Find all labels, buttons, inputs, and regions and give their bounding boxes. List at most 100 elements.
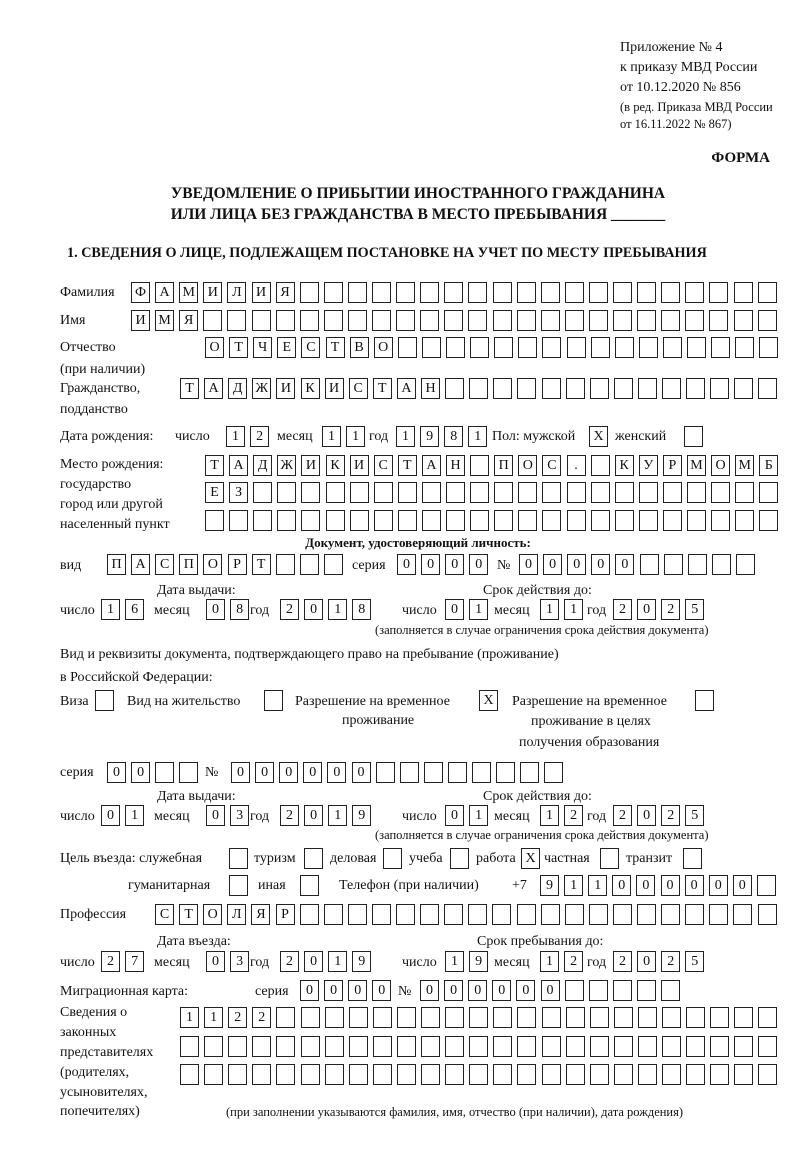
reps-2-cell[interactable]: [541, 1036, 561, 1057]
birthplace-1-cell[interactable]: У: [638, 455, 658, 476]
surname-cell[interactable]: [420, 282, 440, 303]
name-cell[interactable]: [540, 310, 560, 331]
reps-3-cell[interactable]: [204, 1064, 224, 1085]
purpose-work-checkbox[interactable]: X: [521, 848, 540, 869]
birthplace-1-cell[interactable]: С: [542, 455, 562, 476]
reps-2-cell[interactable]: [758, 1036, 778, 1057]
patronymic-cell[interactable]: [590, 337, 610, 358]
reps-1-cell[interactable]: [517, 1007, 537, 1028]
birthplace-3-cell[interactable]: [590, 510, 610, 531]
citizenship-cell[interactable]: Т: [180, 378, 199, 399]
profession-cell[interactable]: [612, 904, 632, 925]
id-issue-day-cell[interactable]: 1: [101, 599, 120, 620]
birthplace-3-cell[interactable]: [373, 510, 393, 531]
birthplace-1-cell[interactable]: М: [687, 455, 706, 476]
id-number-cell[interactable]: [663, 554, 683, 575]
right-number-cell[interactable]: [399, 762, 419, 783]
birthplace-3-cell[interactable]: [397, 510, 417, 531]
id-kind-cell[interactable]: А: [131, 554, 151, 575]
reps-1-cell[interactable]: [686, 1007, 706, 1028]
patronymic-cell[interactable]: С: [301, 337, 321, 358]
surname-cell[interactable]: [516, 282, 536, 303]
entry-day-cell[interactable]: 2: [101, 951, 120, 972]
birthplace-2-cell[interactable]: [590, 482, 610, 503]
birthplace-2-cell[interactable]: [421, 482, 441, 503]
profession-cell[interactable]: [468, 904, 488, 925]
profession-cell[interactable]: Р: [275, 904, 295, 925]
right-valid-day-cell[interactable]: 1: [469, 805, 489, 826]
sex-female-checkbox[interactable]: [684, 426, 703, 447]
reps-1-cell[interactable]: [613, 1007, 633, 1028]
birthplace-2-cell[interactable]: [542, 482, 562, 503]
patronymic-cell[interactable]: [397, 337, 417, 358]
reps-1-cell[interactable]: [300, 1007, 320, 1028]
entry-year-cell[interactable]: 1: [328, 951, 348, 972]
name-cell[interactable]: [661, 310, 681, 331]
id-number-cell[interactable]: [711, 554, 731, 575]
profession-cell[interactable]: [299, 904, 319, 925]
reps-2-cell[interactable]: [613, 1036, 633, 1057]
entry-month-cell[interactable]: 3: [230, 951, 250, 972]
id-number-cell[interactable]: 0: [591, 554, 611, 575]
birthplace-3-cell[interactable]: [638, 510, 658, 531]
right-series-cell[interactable]: 0: [131, 762, 151, 783]
reps-3-cell[interactable]: [662, 1064, 681, 1085]
surname-cell[interactable]: [444, 282, 464, 303]
reps-1-cell[interactable]: [662, 1007, 681, 1028]
birthplace-3-cell[interactable]: [566, 510, 586, 531]
right-number-cell[interactable]: [423, 762, 443, 783]
name-cell[interactable]: Я: [179, 310, 199, 331]
patronymic-cell[interactable]: [494, 337, 514, 358]
patronymic-cell[interactable]: В: [349, 337, 369, 358]
right-valid-year-cell[interactable]: 5: [685, 805, 705, 826]
reps-2-cell[interactable]: [204, 1036, 224, 1057]
reps-2-cell[interactable]: [565, 1036, 585, 1057]
profession-cell[interactable]: О: [203, 904, 223, 925]
citizenship-cell[interactable]: К: [300, 378, 320, 399]
id-series-cell[interactable]: 0: [445, 554, 465, 575]
patronymic-cell[interactable]: О: [373, 337, 393, 358]
reps-3-cell[interactable]: [734, 1064, 754, 1085]
birthplace-3-cell[interactable]: [759, 510, 779, 531]
reps-1-cell[interactable]: [348, 1007, 368, 1028]
right-series-cell[interactable]: [179, 762, 199, 783]
birthplace-1-cell[interactable]: П: [494, 455, 514, 476]
right-number-cell[interactable]: 0: [279, 762, 299, 783]
birthplace-2-cell[interactable]: [566, 482, 586, 503]
citizenship-cell[interactable]: [445, 378, 465, 399]
mig-series-cell[interactable]: 0: [324, 980, 344, 1001]
right-number-cell[interactable]: 0: [351, 762, 371, 783]
citizenship-cell[interactable]: А: [204, 378, 224, 399]
right-series-cell[interactable]: [155, 762, 175, 783]
name-cell[interactable]: [299, 310, 319, 331]
reps-1-cell[interactable]: 1: [204, 1007, 224, 1028]
id-series-cell[interactable]: 0: [469, 554, 489, 575]
reps-1-cell[interactable]: [758, 1007, 778, 1028]
birthplace-1-cell[interactable]: А: [421, 455, 441, 476]
id-number-cell[interactable]: [639, 554, 659, 575]
id-issue-year-cell[interactable]: 0: [304, 599, 324, 620]
id-kind-cell[interactable]: О: [203, 554, 223, 575]
mig-number-cell[interactable]: 0: [468, 980, 488, 1001]
mig-number-cell[interactable]: [564, 980, 584, 1001]
birthplace-1-cell[interactable]: Р: [662, 455, 682, 476]
sex-male-checkbox[interactable]: X: [589, 426, 608, 447]
name-cell[interactable]: [251, 310, 271, 331]
name-cell[interactable]: [203, 310, 223, 331]
reps-2-cell[interactable]: [493, 1036, 513, 1057]
name-cell[interactable]: [372, 310, 391, 331]
name-cell[interactable]: [685, 310, 705, 331]
right-valid-month-cell[interactable]: 1: [540, 805, 559, 826]
birthplace-2-cell[interactable]: [638, 482, 658, 503]
reps-3-cell[interactable]: [637, 1064, 657, 1085]
right-valid-year-cell[interactable]: 2: [661, 805, 681, 826]
reps-1-cell[interactable]: [445, 1007, 465, 1028]
birthplace-3-cell[interactable]: [205, 510, 224, 531]
phone-cell[interactable]: 0: [684, 875, 704, 896]
id-valid-day-cell[interactable]: 1: [469, 599, 489, 620]
citizenship-cell[interactable]: [613, 378, 633, 399]
citizenship-cell[interactable]: [758, 378, 778, 399]
right-number-cell[interactable]: [496, 762, 516, 783]
reps-3-cell[interactable]: [276, 1064, 296, 1085]
mig-number-cell[interactable]: 0: [540, 980, 560, 1001]
